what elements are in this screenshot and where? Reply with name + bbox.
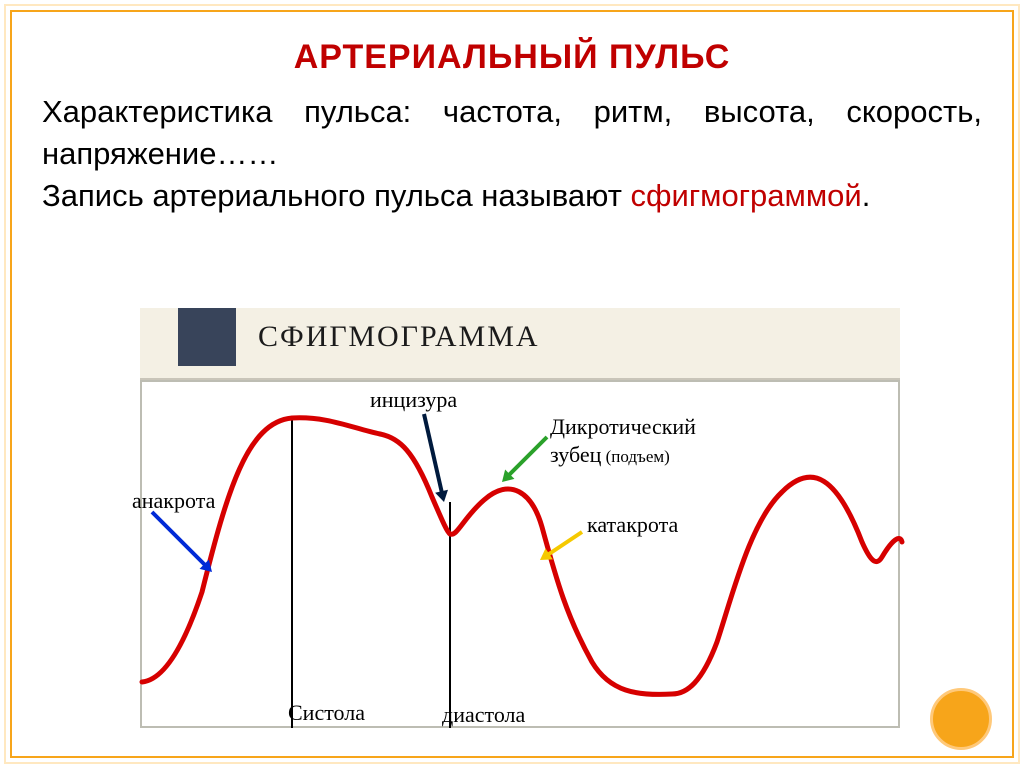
label-systole: Систола (288, 700, 365, 726)
chart-svg (142, 382, 902, 730)
label-katakrota: катакрота (587, 512, 678, 538)
body-paragraph-2: Запись артериального пульса называют сфи… (30, 175, 994, 217)
label-zubec-text: зубец (550, 442, 601, 467)
label-incisura: инцизура (370, 387, 457, 413)
label-podem-text: (подъем) (601, 447, 669, 466)
body-line2-part1: Запись артериального пульса называют (42, 178, 631, 213)
sphygmogram-diagram: СФИГМОГРАММА анакрота инцизура Дикротиче… (140, 308, 900, 728)
decor-square (178, 308, 236, 366)
label-dicrotic: Дикротический (550, 414, 696, 440)
label-diastole: диастола (442, 702, 525, 728)
body-paragraph-1: Характеристика пульса: частота, ритм, вы… (30, 91, 994, 175)
content-area: АРТЕРИАЛЬНЫЙ ПУЛЬС Характеристика пульса… (30, 20, 994, 217)
label-anakrota: анакрота (132, 488, 215, 514)
diagram-title: СФИГМОГРАММА (258, 320, 540, 354)
label-zubec: зубец (подъем) (550, 442, 670, 468)
body-line2-highlight: сфигмограммой (631, 178, 862, 213)
body-line2-part2: . (862, 178, 871, 213)
accent-circle-icon (930, 688, 992, 750)
page-title: АРТЕРИАЛЬНЫЙ ПУЛЬС (30, 38, 994, 77)
chart-area: анакрота инцизура Дикротический зубец (п… (140, 380, 900, 728)
